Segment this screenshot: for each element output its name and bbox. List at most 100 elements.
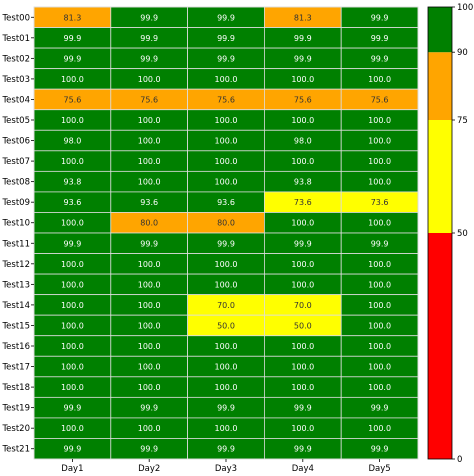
cell-value-label: 100.0 <box>368 342 391 351</box>
cell-value-label: 100.0 <box>368 178 391 187</box>
cell-value-label: 81.3 <box>294 13 312 22</box>
cell-value-label: 93.8 <box>63 178 81 187</box>
cell-value-label: 99.9 <box>140 239 158 248</box>
cell-value-label: 93.8 <box>294 178 312 187</box>
row-tick-label: Test21 <box>1 445 30 455</box>
cell-value-label: 99.9 <box>63 54 81 63</box>
heatmap-cells: 81.3 99.9 99.9 81.3 99.9 99.9 99.9 99.9 99.9 99.9… <box>33 6 419 460</box>
cell-value-label: 100.0 <box>61 321 84 330</box>
row-tick-label: Test16 <box>1 342 30 352</box>
cell-value-label: 100.0 <box>138 75 161 84</box>
row-tick-label: Test20 <box>1 424 30 434</box>
cell-value-label: 99.9 <box>63 239 81 248</box>
colorbar-tick-label: 0 <box>457 455 462 465</box>
cell-value-label: 100.0 <box>215 178 238 187</box>
cell-value-label: 100.0 <box>61 75 84 84</box>
cell-value-label: 100.0 <box>291 280 314 289</box>
cell-value-label: 100.0 <box>138 137 161 146</box>
cell-value-label: 100.0 <box>368 363 391 372</box>
cell-value-label: 100.0 <box>138 342 161 351</box>
cell-value-label: 73.6 <box>294 198 312 207</box>
cell-value-label: 98.0 <box>294 137 312 146</box>
cell-value-label: 99.9 <box>371 404 389 413</box>
cell-value-label: 99.9 <box>217 404 235 413</box>
cell-value-label: 99.9 <box>371 239 389 248</box>
cell-value-label: 100.0 <box>368 301 391 310</box>
cell-value-label: 99.9 <box>217 239 235 248</box>
row-tick-label: Test07 <box>1 157 30 167</box>
cell-value-label: 100.0 <box>215 137 238 146</box>
cell-value-label: 100.0 <box>291 116 314 125</box>
cell-value-label: 100.0 <box>61 383 84 392</box>
cell-value-label: 99.9 <box>371 445 389 454</box>
cell-value-label: 93.6 <box>217 198 235 207</box>
cell-value-label: 99.9 <box>294 239 312 248</box>
cell-value-label: 80.0 <box>217 219 235 228</box>
cell-value-label: 100.0 <box>215 280 238 289</box>
cell-value-label: 100.0 <box>61 157 84 166</box>
cell-value-label: 100.0 <box>291 157 314 166</box>
cell-value-label: 99.9 <box>294 54 312 63</box>
cell-value-label: 99.9 <box>294 404 312 413</box>
colorbar-tick-label: 50 <box>457 229 468 239</box>
cell-value-label: 98.0 <box>63 137 81 146</box>
cell-value-label: 100.0 <box>138 424 161 433</box>
cell-value-label: 99.9 <box>140 13 158 22</box>
column-tick-label: Day1 <box>61 464 83 474</box>
cell-value-label: 100.0 <box>138 363 161 372</box>
cell-value-label: 93.6 <box>63 198 81 207</box>
cell-value-label: 73.6 <box>371 198 389 207</box>
cell-value-label: 100.0 <box>291 363 314 372</box>
cell-value-label: 99.9 <box>140 404 158 413</box>
row-tick-label: Test18 <box>1 383 30 393</box>
cell-value-label: 100.0 <box>368 280 391 289</box>
row-tick-label: Test13 <box>1 280 30 290</box>
cell-value-label: 75.6 <box>217 95 235 104</box>
colorbar-band <box>428 52 452 121</box>
cell-value-label: 75.6 <box>140 95 158 104</box>
colorbar-band <box>428 120 452 233</box>
colorbar-band <box>428 233 452 459</box>
row-tick-label: Test05 <box>1 116 30 126</box>
cell-value-label: 100.0 <box>291 342 314 351</box>
column-tick-label: Day5 <box>368 464 390 474</box>
cell-value-label: 100.0 <box>61 280 84 289</box>
colorbar-band <box>428 7 452 53</box>
cell-value-label: 100.0 <box>138 178 161 187</box>
cell-value-label: 70.0 <box>294 301 312 310</box>
cell-value-label: 100.0 <box>368 321 391 330</box>
cell-value-label: 99.9 <box>371 13 389 22</box>
cell-value-label: 100.0 <box>291 219 314 228</box>
cell-value-label: 99.9 <box>140 445 158 454</box>
cell-value-label: 100.0 <box>368 116 391 125</box>
cell-value-label: 100.0 <box>291 424 314 433</box>
column-tick-label: Day3 <box>215 464 237 474</box>
cell-value-label: 99.9 <box>217 445 235 454</box>
cell-value-label: 100.0 <box>138 260 161 269</box>
column-tick-label: Day4 <box>292 464 314 474</box>
row-tick-label: Test15 <box>1 321 30 331</box>
cell-value-label: 93.6 <box>140 198 158 207</box>
cell-value-label: 100.0 <box>368 424 391 433</box>
row-tick-label: Test08 <box>1 178 30 188</box>
cell-value-label: 100.0 <box>368 137 391 146</box>
cell-value-label: 80.0 <box>140 219 158 228</box>
cell-value-label: 99.9 <box>217 34 235 43</box>
cell-value-label: 100.0 <box>215 383 238 392</box>
cell-value-label: 99.9 <box>371 54 389 63</box>
cell-value-label: 100.0 <box>138 280 161 289</box>
cell-value-label: 99.9 <box>63 404 81 413</box>
cell-value-label: 100.0 <box>61 260 84 269</box>
cell-value-label: 100.0 <box>61 342 84 351</box>
cell-value-label: 75.6 <box>294 95 312 104</box>
cell-value-label: 100.0 <box>61 363 84 372</box>
cell-value-label: 100.0 <box>291 75 314 84</box>
cell-value-label: 100.0 <box>61 116 84 125</box>
cell-value-label: 99.9 <box>140 54 158 63</box>
cell-value-label: 99.9 <box>294 34 312 43</box>
cell-value-label: 100.0 <box>368 260 391 269</box>
cell-value-label: 100.0 <box>138 157 161 166</box>
cell-value-label: 99.9 <box>63 445 81 454</box>
row-tick-label: Test06 <box>1 137 30 147</box>
cell-value-label: 100.0 <box>368 383 391 392</box>
